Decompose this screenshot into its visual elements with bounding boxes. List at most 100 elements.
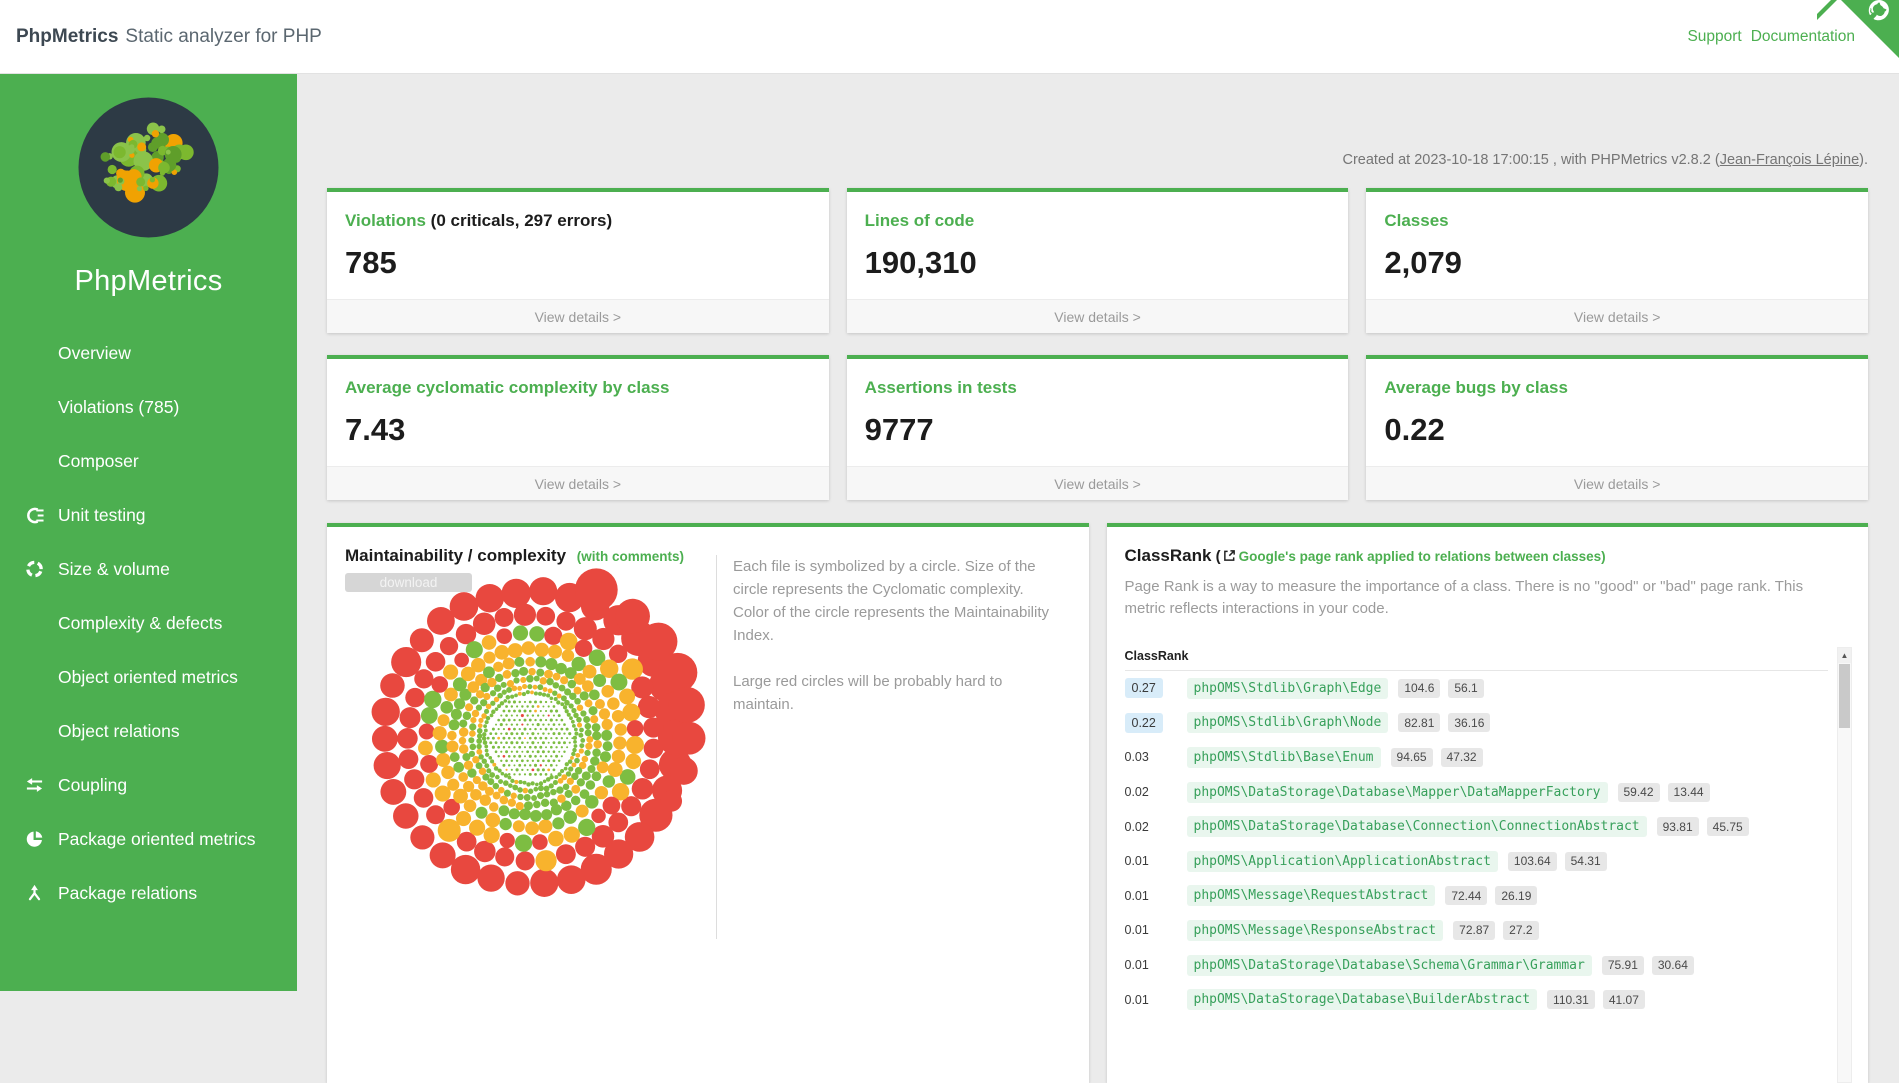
classrank-card: ClassRank ( Google's page rank applied to… bbox=[1106, 523, 1868, 1083]
row-class-link[interactable]: phpOMS\DataStorage\Database\Connection\C… bbox=[1186, 816, 1647, 838]
row-metric-1: 110.31 bbox=[1547, 990, 1595, 1010]
header-links: Support Documentation bbox=[1687, 0, 1855, 74]
chart-description: Each file is symbolized by a circle. Siz… bbox=[716, 555, 1077, 939]
coupling-icon bbox=[25, 775, 46, 796]
view-details-link[interactable]: View details > bbox=[327, 299, 829, 333]
table-row: 0.01 phpOMS\DataStorage\Database\Schema\… bbox=[1125, 948, 1829, 983]
sidebar-item-violations-785[interactable]: Violations (785) bbox=[0, 380, 297, 434]
row-metric-1: 82.81 bbox=[1398, 713, 1441, 733]
row-metric-2: 41.07 bbox=[1602, 990, 1645, 1010]
sidebar-item-label: Package oriented metrics bbox=[58, 828, 256, 849]
row-class-link[interactable]: phpOMS\Stdlib\Graph\Node bbox=[1186, 712, 1389, 734]
metric-card-value: 2,079 bbox=[1384, 245, 1462, 281]
row-rank: 0.01 bbox=[1124, 958, 1149, 973]
classrank-subtitle-link[interactable]: Google's page rank applied to relations … bbox=[1238, 549, 1606, 564]
row-metric-2: 30.64 bbox=[1651, 955, 1694, 975]
row-class-link[interactable]: phpOMS\DataStorage\Database\BuilderAbstr… bbox=[1186, 989, 1538, 1011]
sidebar-item-label: Violations (785) bbox=[58, 396, 180, 417]
chart-description-p1: Each file is symbolized by a circle. Siz… bbox=[733, 558, 1049, 644]
metric-card-title-text: Average bugs by class bbox=[1384, 378, 1568, 397]
sidebar-item-label: Object oriented metrics bbox=[58, 666, 238, 687]
row-class-link[interactable]: phpOMS\DataStorage\Database\Mapper\DataM… bbox=[1186, 781, 1608, 803]
sidebar-item-object-relations[interactable]: Object relations bbox=[0, 704, 297, 758]
sidebar-item-unit-testing[interactable]: Unit testing bbox=[0, 488, 297, 542]
metric-card-title-suffix: (0 criticals, 297 errors) bbox=[425, 211, 613, 230]
size-volume-icon bbox=[25, 559, 46, 580]
view-details-link[interactable]: View details > bbox=[1366, 299, 1869, 333]
table-row: 0.22 phpOMS\Stdlib\Graph\Node 82.81 36.1… bbox=[1124, 706, 1829, 741]
sidebar-item-package-oriented-metrics[interactable]: Package oriented metrics bbox=[0, 812, 297, 866]
row-class-link[interactable]: phpOMS\Application\ApplicationAbstract bbox=[1186, 850, 1498, 872]
metric-card-value: 190,310 bbox=[864, 245, 977, 281]
row-rank: 0.02 bbox=[1124, 819, 1149, 834]
view-details-link[interactable]: View details > bbox=[327, 466, 829, 500]
app-header: PhpMetrics Static analyzer for PHP Suppo… bbox=[0, 0, 1899, 74]
sidebar-item-label: Package relations bbox=[58, 882, 198, 903]
table-row: 0.27 phpOMS\Stdlib\Graph\Edge 104.6 56.1 bbox=[1124, 671, 1829, 706]
metric-card-value: 9777 bbox=[864, 412, 934, 448]
metric-card-title: Average bugs by class bbox=[1366, 359, 1868, 398]
row-class-link[interactable]: phpOMS\Message\RequestAbstract bbox=[1186, 885, 1436, 907]
metric-cards-row-1: Violations (0 criticals, 297 errors) 785… bbox=[327, 188, 1869, 333]
row-metric-1: 72.44 bbox=[1445, 886, 1488, 906]
support-link[interactable]: Support bbox=[1687, 28, 1742, 45]
metric-card: Assertions in tests 9777 View details > bbox=[846, 355, 1349, 500]
maintainability-card-title: Maintainability / complexity (with comme… bbox=[327, 527, 1089, 566]
sidebar-item-coupling[interactable]: Coupling bbox=[0, 758, 297, 812]
metric-card: Average bugs by class 0.22 View details … bbox=[1366, 355, 1869, 500]
metric-card-title: Classes bbox=[1366, 192, 1868, 231]
view-details-link[interactable]: View details > bbox=[1366, 466, 1869, 500]
metric-card-title-text: Average cyclomatic complexity by class bbox=[345, 378, 670, 397]
sidebar-item-composer[interactable]: Composer bbox=[0, 434, 297, 488]
sidebar-item-complexity-defects[interactable]: Complexity & defects bbox=[0, 596, 297, 650]
sidebar-item-overview[interactable]: Overview bbox=[0, 326, 297, 380]
sidebar-item-package-relations[interactable]: Package relations bbox=[0, 866, 297, 920]
sidebar-item-object-oriented-metrics[interactable]: Object oriented metrics bbox=[0, 650, 297, 704]
table-row: 0.01 phpOMS\Message\ResponseAbstract 72.… bbox=[1125, 913, 1829, 948]
sidebar-menu: Overview Violations (785) Composer Unit … bbox=[0, 326, 297, 920]
package-oriented-metrics-icon bbox=[25, 829, 46, 850]
metric-card: Lines of code 190,310 View details > bbox=[846, 188, 1349, 333]
row-class-link[interactable]: phpOMS\Stdlib\Graph\Edge bbox=[1186, 677, 1389, 699]
external-link-icon bbox=[1223, 547, 1236, 567]
scrollbar-up-button[interactable]: ▲ bbox=[1838, 648, 1851, 663]
classrank-column-header: ClassRank bbox=[1124, 649, 1828, 671]
sidebar-item-size-volume[interactable]: Size & volume bbox=[0, 542, 297, 596]
row-class-link[interactable]: phpOMS\DataStorage\Database\Schema\Gramm… bbox=[1186, 954, 1592, 976]
table-scrollbar[interactable]: ▲ bbox=[1837, 647, 1852, 1083]
row-class-link[interactable]: phpOMS\Message\ResponseAbstract bbox=[1186, 919, 1444, 941]
view-details-link[interactable]: View details > bbox=[846, 466, 1349, 500]
row-rank: 0.27 bbox=[1124, 678, 1187, 699]
row-metric-1: 75.91 bbox=[1601, 955, 1644, 975]
maintainability-subtitle: (with comments) bbox=[576, 549, 685, 564]
main-area: Created at 2023-10-18 17:00:15 , with PH… bbox=[297, 74, 1899, 1083]
author-link[interactable]: Jean-François Lépine bbox=[1719, 152, 1860, 168]
sidebar-item-label: Composer bbox=[58, 450, 139, 471]
metric-card-title: Assertions in tests bbox=[847, 359, 1349, 398]
metric-card-title: Lines of code bbox=[847, 192, 1349, 231]
brand-title: PhpMetrics bbox=[16, 26, 119, 47]
view-details-link[interactable]: View details > bbox=[846, 299, 1349, 333]
github-icon bbox=[1868, 0, 1889, 21]
row-metric-1: 72.87 bbox=[1453, 920, 1496, 940]
row-metric-1: 94.65 bbox=[1390, 747, 1433, 767]
row-metric-2: 13.44 bbox=[1667, 782, 1710, 802]
table-row: 0.02 phpOMS\DataStorage\Database\Mapper\… bbox=[1125, 775, 1829, 810]
scrollbar-thumb[interactable] bbox=[1839, 664, 1850, 728]
table-row: 0.03 phpOMS\Stdlib\Base\Enum 94.65 47.32 bbox=[1125, 740, 1829, 775]
github-ribbon[interactable] bbox=[1817, 0, 1899, 82]
download-button[interactable]: download bbox=[345, 573, 472, 592]
row-metric-2: 45.75 bbox=[1706, 817, 1749, 837]
row-metric-1: 103.64 bbox=[1507, 851, 1557, 871]
row-metric-2: 26.19 bbox=[1495, 886, 1538, 906]
documentation-link[interactable]: Documentation bbox=[1750, 28, 1855, 45]
created-at-text: Created at 2023-10-18 17:00:15 , with PH… bbox=[1342, 152, 1720, 168]
row-metric-2: 56.1 bbox=[1448, 678, 1484, 698]
metric-card: Classes 2,079 View details > bbox=[1366, 188, 1869, 333]
classrank-paren: ( bbox=[1211, 548, 1221, 565]
metric-card-title-text: Assertions in tests bbox=[864, 378, 1017, 397]
metric-card-title-text: Lines of code bbox=[864, 211, 975, 230]
row-class-link[interactable]: phpOMS\Stdlib\Base\Enum bbox=[1186, 746, 1381, 768]
classrank-description: Page Rank is a way to measure the import… bbox=[1124, 578, 1804, 618]
row-metric-1: 104.6 bbox=[1398, 678, 1441, 698]
